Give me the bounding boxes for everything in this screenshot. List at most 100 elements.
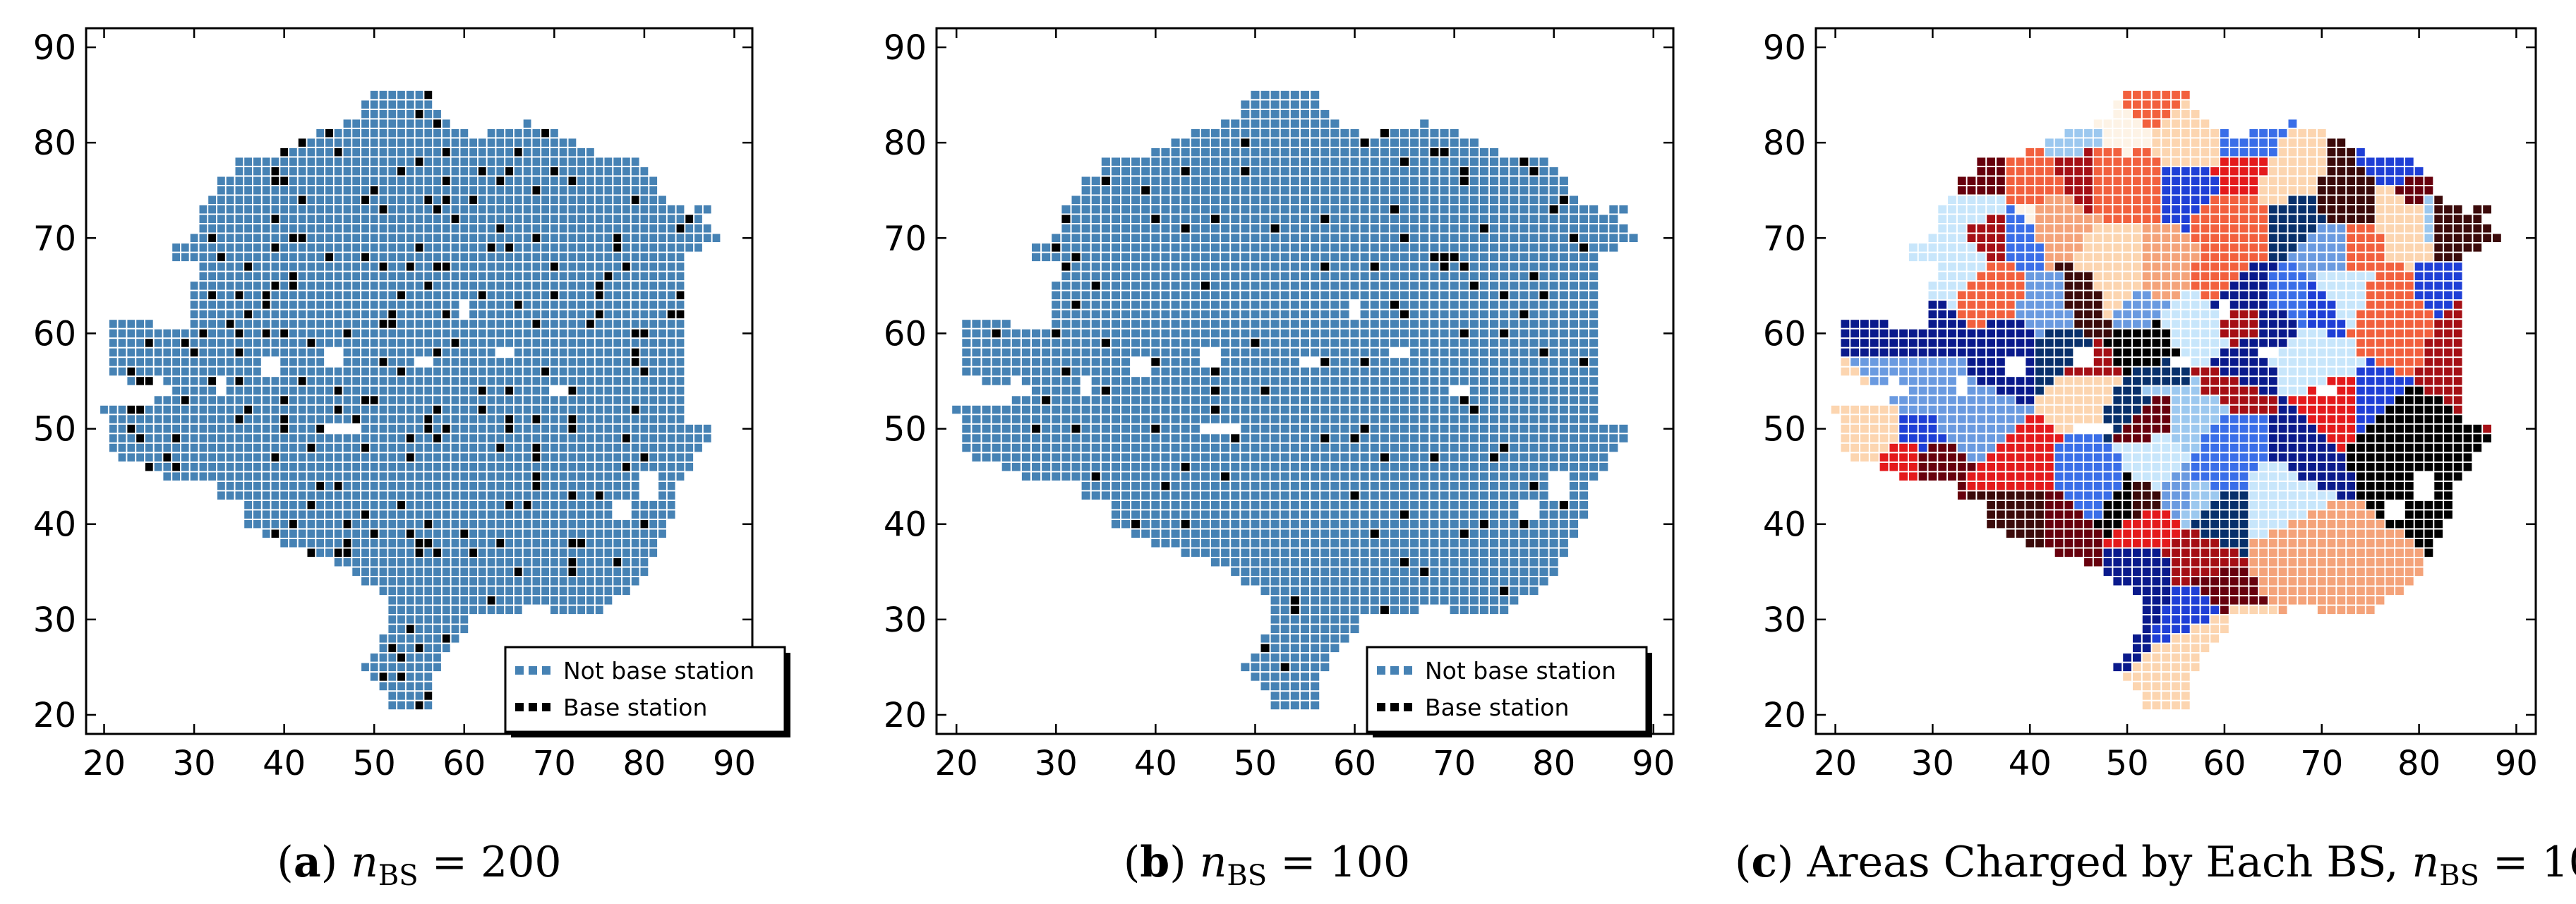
grid-cell: [424, 272, 433, 281]
grid-cell: [1569, 424, 1578, 433]
grid-cell: [118, 329, 126, 338]
grid-cell: [559, 596, 567, 605]
grid-cell: [442, 320, 450, 328]
grid-cell: [1231, 367, 1240, 376]
grid-cell: [1450, 339, 1459, 347]
grid-cell: [388, 519, 397, 529]
grid-cell: [1440, 234, 1449, 242]
grid-cell: [586, 405, 594, 414]
grid-cell: [1420, 367, 1429, 376]
grid-cell: [1440, 224, 1449, 233]
base-station-cell: [271, 282, 279, 290]
grid-cell: [388, 358, 397, 366]
grid-cell: [1061, 386, 1071, 395]
grid-cell: [649, 548, 658, 557]
grid-cell: [1280, 310, 1289, 319]
grid-cell: [397, 263, 405, 271]
grid-cell: [532, 138, 541, 147]
grid-cell: [1529, 529, 1539, 538]
grid-cell: [1500, 500, 1509, 510]
grid-cell: [1251, 424, 1260, 433]
grid-cell: [1410, 577, 1419, 586]
grid-cell: [1500, 519, 1509, 529]
grid-cell: [1311, 510, 1320, 519]
grid-cell: [1131, 443, 1140, 452]
grid-cell: [1400, 548, 1409, 557]
grid-cell: [550, 396, 558, 404]
grid-cell: [442, 119, 450, 128]
base-station-cell: [289, 519, 297, 529]
grid-cell: [1211, 329, 1220, 338]
grid-cell: [514, 500, 522, 510]
grid-cell: [1380, 291, 1389, 300]
grid-cell: [1459, 453, 1469, 462]
grid-cell: [1251, 405, 1260, 414]
grid-cell: [442, 472, 450, 481]
grid-cell: [1330, 529, 1340, 538]
grid-cell: [613, 291, 622, 300]
grid-cell: [1440, 339, 1449, 347]
grid-cell: [1032, 443, 1041, 452]
grid-cell: [262, 519, 270, 529]
grid-cell: [1191, 367, 1200, 376]
grid-cell: [190, 386, 198, 395]
grid-cell: [532, 500, 541, 510]
grid-cell: [451, 500, 459, 510]
grid-cell: [1231, 567, 1240, 576]
grid-cell: [478, 329, 486, 338]
grid-cell: [1011, 453, 1021, 462]
grid-cell: [253, 481, 261, 490]
coverage-map-a: [100, 90, 721, 710]
grid-cell: [640, 510, 649, 519]
grid-cell: [1091, 234, 1100, 242]
grid-cell: [523, 320, 531, 328]
grid-cell: [1061, 272, 1071, 281]
grid-cell: [262, 282, 270, 290]
grid-cell: [199, 472, 207, 481]
grid-cell: [1311, 424, 1320, 433]
grid-cell: [415, 263, 423, 271]
grid-cell: [289, 157, 297, 166]
grid-cell: [415, 119, 423, 128]
base-station-cell: [1539, 291, 1548, 300]
grid-cell: [487, 320, 495, 328]
grid-cell: [154, 358, 162, 366]
base-station-cell: [1430, 453, 1439, 462]
grid-cell: [1241, 396, 1250, 404]
grid-cell: [568, 215, 577, 223]
grid-cell: [109, 434, 117, 442]
grid-cell: [487, 253, 495, 262]
grid-cell: [622, 577, 630, 586]
grid-cell: [514, 138, 522, 147]
grid-cell: [1320, 634, 1330, 643]
grid-cell: [1121, 224, 1131, 233]
grid-cell: [514, 605, 522, 615]
grid-cell: [253, 462, 261, 471]
grid-cell: [1191, 243, 1200, 252]
grid-cell: [1430, 586, 1439, 595]
grid-cell: [1350, 291, 1359, 300]
base-station-cell: [127, 367, 136, 376]
grid-cell: [559, 481, 567, 490]
grid-cell: [1589, 291, 1599, 300]
grid-cell: [1290, 548, 1299, 557]
grid-cell: [1111, 424, 1120, 433]
grid-cell: [1061, 253, 1071, 262]
grid-cell: [1011, 462, 1021, 471]
grid-cell: [1151, 529, 1160, 538]
grid-cell: [235, 320, 243, 328]
grid-cell: [604, 405, 613, 414]
grid-cell: [307, 234, 315, 242]
grid-cell: [1270, 596, 1280, 605]
grid-cell: [298, 272, 306, 281]
grid-cell: [271, 329, 279, 338]
grid-cell: [388, 472, 397, 481]
grid-cell: [559, 205, 567, 214]
grid-cell: [577, 377, 585, 385]
grid-cell: [523, 224, 531, 233]
grid-cell: [199, 234, 207, 242]
grid-cell: [442, 386, 450, 395]
grid-cell: [1569, 500, 1578, 510]
grid-cell: [415, 586, 423, 595]
grid-cell: [568, 529, 577, 538]
